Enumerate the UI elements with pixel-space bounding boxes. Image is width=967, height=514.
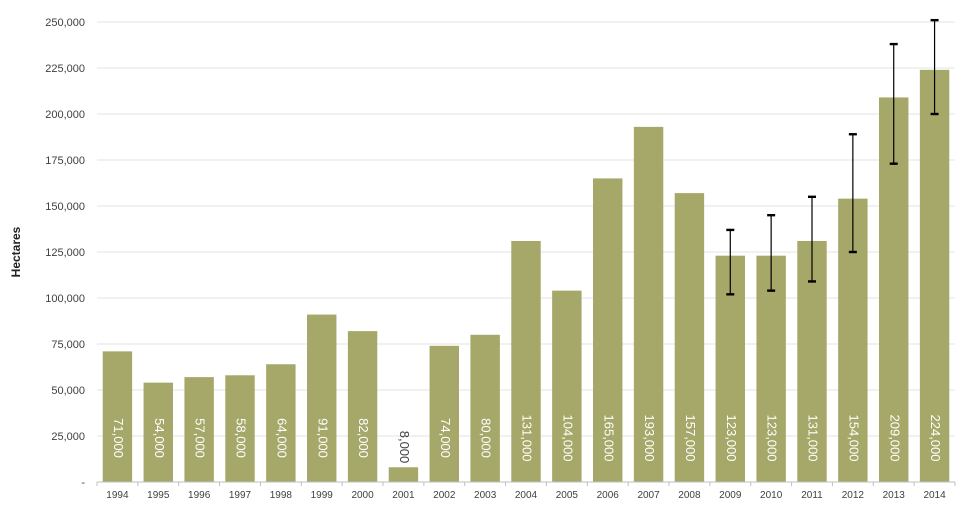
data-label: 131,000 bbox=[806, 415, 821, 462]
bar bbox=[593, 178, 623, 482]
data-label: 123,000 bbox=[724, 415, 739, 462]
data-label: 58,000 bbox=[234, 418, 249, 458]
y-tick-label: 200,000 bbox=[45, 109, 85, 121]
y-tick-label: 100,000 bbox=[45, 293, 85, 305]
y-tick-label: 125,000 bbox=[45, 247, 85, 259]
bars bbox=[102, 69, 950, 482]
data-label: 71,000 bbox=[111, 418, 126, 458]
data-label: 131,000 bbox=[520, 415, 535, 462]
y-tick-label: 250,000 bbox=[45, 17, 85, 29]
error-bar bbox=[889, 42, 898, 165]
error-bar bbox=[726, 228, 735, 296]
x-tick-label: 1997 bbox=[229, 490, 252, 501]
x-tick-label: 1995 bbox=[147, 490, 170, 501]
x-tick-label: 2001 bbox=[392, 490, 415, 501]
data-label: 57,000 bbox=[193, 418, 208, 458]
bar bbox=[307, 314, 337, 482]
x-tick-label: 2014 bbox=[923, 490, 946, 501]
error-bars bbox=[726, 18, 939, 296]
x-tick-label: 2002 bbox=[433, 490, 456, 501]
x-tick-label: 2012 bbox=[842, 490, 865, 501]
error-bar bbox=[930, 18, 939, 116]
bar bbox=[143, 382, 173, 482]
data-label: 91,000 bbox=[315, 418, 330, 458]
x-tick-label: 2003 bbox=[474, 490, 497, 501]
data-label: 224,000 bbox=[928, 415, 943, 462]
y-tick-label: 225,000 bbox=[45, 63, 85, 75]
data-label: 74,000 bbox=[438, 418, 453, 458]
bar bbox=[756, 255, 786, 482]
x-tick-label: 1998 bbox=[270, 490, 293, 501]
x-tick-label: 1996 bbox=[188, 490, 211, 501]
error-bar bbox=[767, 213, 776, 292]
data-label: 54,000 bbox=[152, 418, 167, 458]
bar bbox=[919, 69, 950, 482]
x-tick-label: 2007 bbox=[637, 490, 660, 501]
data-labels: 71,000 54,000 57,000 58,000 64,000 91,000 82,0… bbox=[111, 415, 943, 464]
x-tick-label: 2008 bbox=[678, 490, 701, 501]
data-label: 193,000 bbox=[642, 415, 657, 462]
bar bbox=[633, 126, 664, 482]
bar bbox=[511, 240, 541, 482]
y-tick-label: 75,000 bbox=[51, 339, 85, 351]
data-label: 123,000 bbox=[765, 415, 780, 462]
bar bbox=[102, 351, 133, 482]
bar bbox=[184, 377, 214, 482]
data-label: 209,000 bbox=[887, 415, 902, 462]
x-tick-label: 2013 bbox=[883, 490, 906, 501]
x-tick-label: 1999 bbox=[311, 490, 334, 501]
bar bbox=[552, 290, 582, 482]
y-tick-label: 25,000 bbox=[51, 431, 85, 443]
x-tick-label: 2000 bbox=[351, 490, 374, 501]
x-tick-label: 2006 bbox=[597, 490, 620, 501]
data-label: 165,000 bbox=[601, 415, 616, 462]
bar bbox=[388, 467, 419, 482]
data-label: 80,000 bbox=[479, 418, 494, 458]
bar bbox=[347, 331, 378, 482]
error-bar bbox=[848, 133, 857, 254]
bar bbox=[429, 345, 459, 482]
data-label: 64,000 bbox=[274, 418, 289, 458]
y-axis: - 25,000 50,000 75,000 100,000 125,000 150,000… bbox=[45, 17, 85, 489]
error-bar bbox=[808, 195, 816, 283]
data-label: 157,000 bbox=[683, 415, 698, 462]
data-label: 104,000 bbox=[560, 415, 575, 462]
x-tick-label: 2005 bbox=[556, 490, 579, 501]
x-axis: 1994 1995 1996 1997 1998 1999 2000 2001 2002 2003… bbox=[96, 481, 956, 501]
y-axis-title: Hectares bbox=[9, 226, 23, 277]
y-tick-label: 175,000 bbox=[45, 155, 85, 167]
x-tick-label: 1994 bbox=[106, 490, 129, 501]
data-label: 8,000 bbox=[397, 431, 412, 464]
x-tick-label: 2009 bbox=[719, 490, 742, 501]
bar bbox=[674, 193, 705, 482]
bar bbox=[225, 375, 255, 482]
bar bbox=[470, 334, 500, 482]
y-tick-label: 50,000 bbox=[51, 385, 85, 397]
y-tick-label: - bbox=[81, 477, 85, 489]
x-tick-label: 2011 bbox=[801, 490, 823, 501]
bar bbox=[266, 364, 296, 482]
data-label: 82,000 bbox=[356, 418, 371, 458]
x-tick-label: 2004 bbox=[515, 490, 538, 501]
y-tick-label: 150,000 bbox=[45, 201, 85, 213]
data-label: 154,000 bbox=[846, 415, 861, 462]
x-tick-label: 2010 bbox=[760, 490, 783, 501]
